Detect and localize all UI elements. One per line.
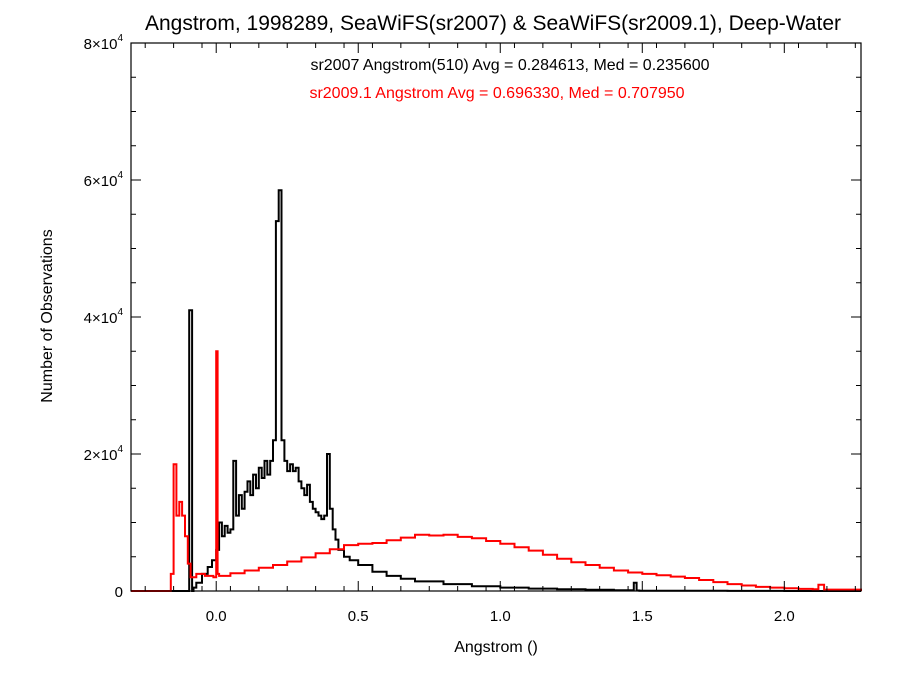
x-tick-label: 0.5 [348,608,369,625]
annotation-sr2009: sr2009.1 Angstrom Avg = 0.696330, Med = … [309,85,684,102]
x-tick-label: 2.0 [774,608,795,625]
y-tick-label: 6×104 [84,170,124,190]
x-axis-label: Angstrom () [454,639,538,656]
x-tick-label: 1.5 [632,608,653,625]
ticks-layer: 0.0 0.5 1.0 1.5 2.0 0 2×104 4×104 6×104 8×104 [84,33,861,625]
y-tick-label: 8×104 [84,33,124,53]
y-tick-label: 4×104 [84,307,124,327]
y-tick-label: 2×104 [84,444,124,464]
series-line-1 [131,350,862,592]
x-tick-label: 1.0 [490,608,511,625]
y-tick-label: 0 [115,584,123,601]
series-line-0 [131,189,861,592]
x-tick-label: 0.0 [206,608,227,625]
chart-title: Angstrom, 1998289, SeaWiFS(sr2007) & Sea… [145,12,841,35]
y-axis-label: Number of Observations [39,229,56,402]
series-layer [131,189,862,592]
annotation-sr2007: sr2007 Angstrom(510) Avg = 0.284613, Med… [310,57,709,74]
